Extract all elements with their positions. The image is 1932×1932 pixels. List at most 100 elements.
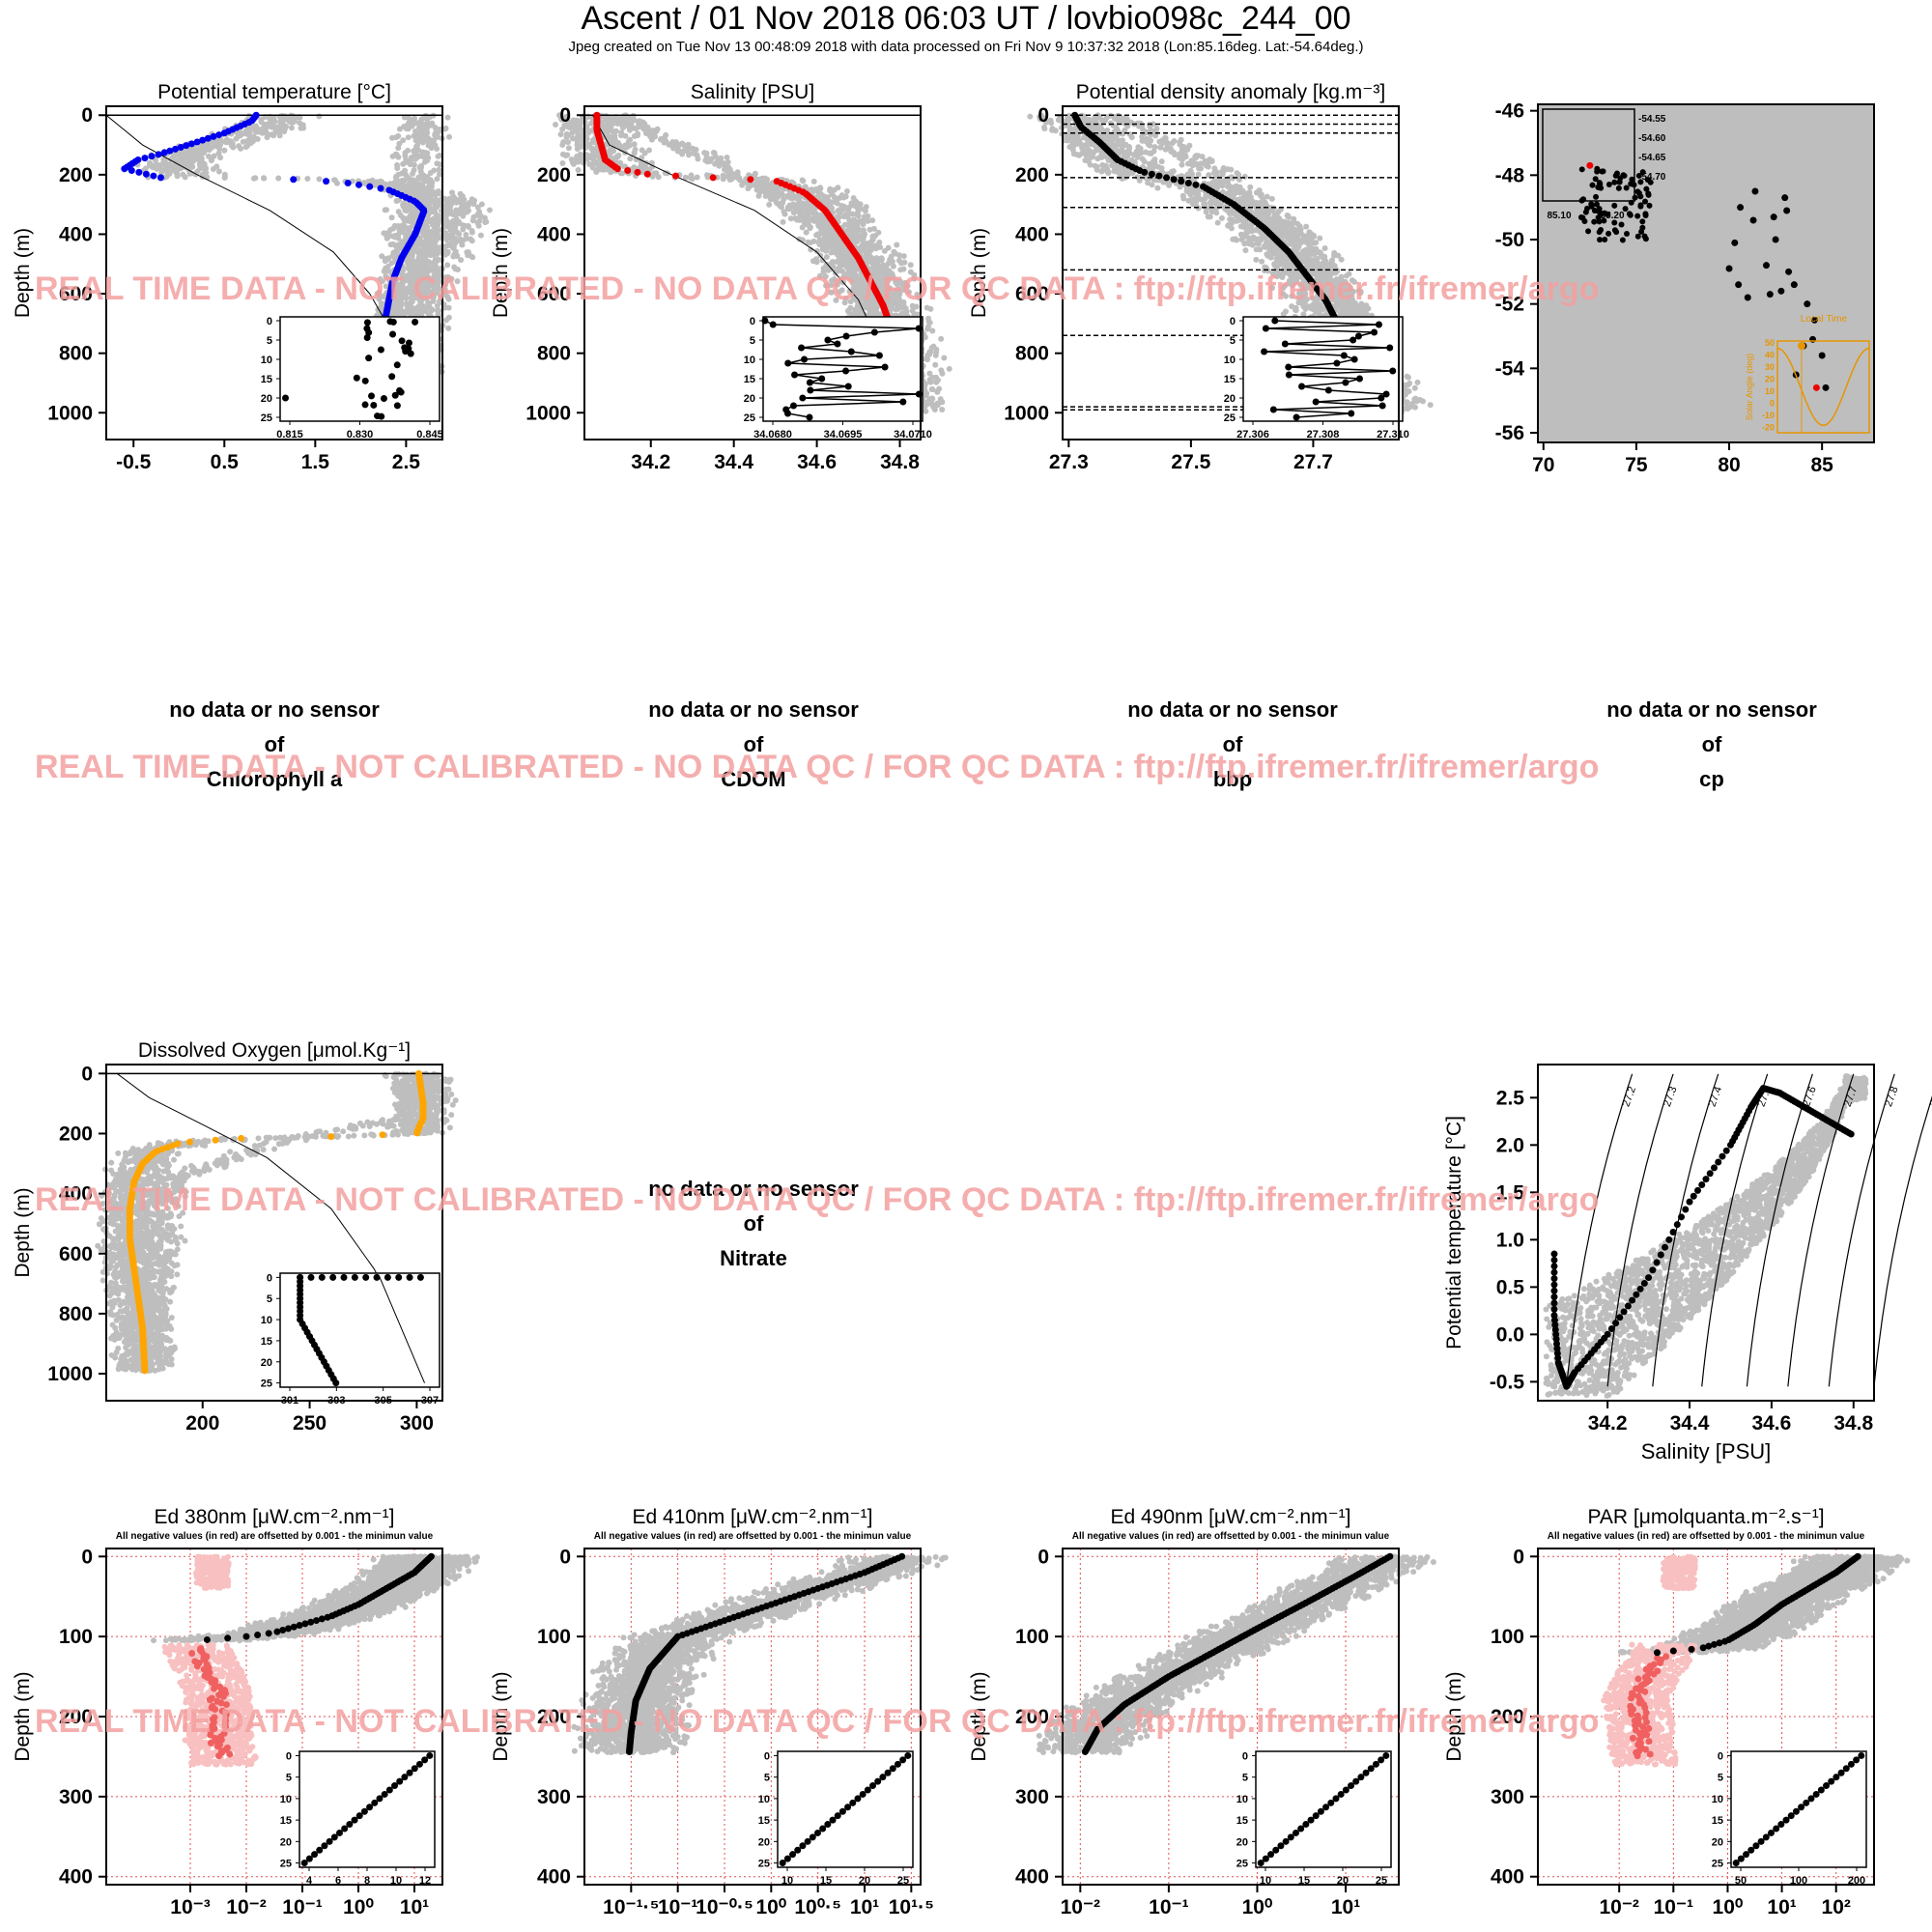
history-point — [938, 367, 945, 374]
y-tick-label: 1000 — [47, 402, 93, 424]
history-point — [714, 158, 721, 165]
history-point — [405, 207, 412, 213]
history-point — [392, 242, 399, 249]
history-point — [869, 217, 876, 224]
history-point — [422, 149, 429, 156]
history-point — [603, 166, 610, 173]
history-point — [401, 185, 408, 191]
temperature-point — [141, 155, 149, 162]
history-point — [477, 232, 484, 239]
inset-frame — [279, 316, 440, 422]
history-point — [412, 152, 418, 158]
history-point — [810, 178, 817, 185]
history-point — [720, 159, 726, 166]
history-point — [924, 356, 931, 363]
history-point — [420, 172, 427, 179]
history-point — [796, 201, 803, 208]
history-point — [418, 310, 425, 317]
history-point — [842, 212, 849, 218]
history-point — [815, 239, 822, 245]
history-point — [803, 220, 810, 227]
history-point — [569, 135, 576, 142]
history-point — [624, 115, 631, 122]
history-point — [261, 175, 268, 182]
history-point — [739, 180, 746, 186]
history-point — [425, 202, 432, 209]
history-point — [827, 187, 834, 194]
history-point — [464, 209, 470, 215]
history-point — [560, 139, 567, 146]
history-point — [264, 134, 270, 141]
history-point — [887, 256, 894, 263]
history-point — [275, 175, 282, 182]
history-point — [442, 281, 449, 288]
inset-point — [374, 412, 382, 420]
history-point — [206, 153, 213, 159]
history-point — [575, 166, 582, 173]
history-point — [420, 137, 427, 144]
history-point — [186, 161, 193, 168]
history-point — [675, 143, 682, 150]
panel-title: Potential temperature [°C] — [157, 81, 391, 103]
history-point — [409, 252, 415, 259]
history-point — [928, 385, 935, 392]
inset-y-label: 25 — [261, 412, 272, 424]
history-point — [384, 235, 390, 242]
history-point — [939, 399, 946, 406]
history-point — [559, 151, 566, 157]
y-axis-label: Depth (m) — [12, 228, 34, 318]
history-point — [409, 307, 415, 314]
temperature-point — [121, 165, 128, 173]
history-point — [429, 221, 436, 228]
history-point — [787, 203, 794, 210]
history-point — [646, 147, 653, 154]
salinity-point — [613, 165, 621, 173]
temperature-point — [148, 153, 156, 160]
inset-point — [363, 325, 371, 332]
history-point — [877, 243, 884, 250]
history-point — [174, 170, 181, 177]
history-point — [638, 162, 644, 169]
history-point — [474, 204, 481, 211]
history-point — [603, 123, 610, 129]
history-point — [627, 156, 634, 162]
history-point — [694, 174, 700, 181]
history-point — [427, 235, 434, 242]
history-point — [563, 130, 570, 137]
history-point — [402, 150, 409, 156]
history-point — [451, 264, 458, 270]
salinity-point — [709, 174, 717, 182]
history-point — [835, 185, 841, 191]
history-point — [184, 151, 190, 157]
history-point — [277, 113, 284, 120]
history-point — [404, 215, 411, 222]
history-point — [395, 154, 402, 160]
history-point — [436, 307, 442, 314]
history-point — [811, 212, 818, 218]
inset-point — [365, 355, 373, 362]
history-point — [252, 128, 259, 135]
history-point — [788, 195, 795, 202]
history-point — [862, 208, 868, 214]
history-point — [390, 249, 397, 256]
temperature-point — [155, 151, 162, 158]
history-point — [465, 202, 471, 209]
history-point — [722, 166, 728, 173]
history-point — [658, 135, 665, 142]
history-point — [165, 162, 172, 169]
history-point — [406, 119, 412, 126]
history-point — [593, 167, 600, 174]
history-point — [614, 139, 621, 146]
history-point — [907, 262, 914, 269]
history-point — [933, 349, 940, 355]
history-point — [258, 116, 265, 123]
history-point — [420, 242, 427, 249]
history-point — [896, 252, 903, 259]
history-point — [724, 158, 731, 165]
history-point — [666, 141, 672, 148]
history-point — [435, 133, 441, 140]
history-point — [689, 145, 696, 152]
history-point — [815, 222, 822, 229]
history-point — [804, 204, 810, 211]
